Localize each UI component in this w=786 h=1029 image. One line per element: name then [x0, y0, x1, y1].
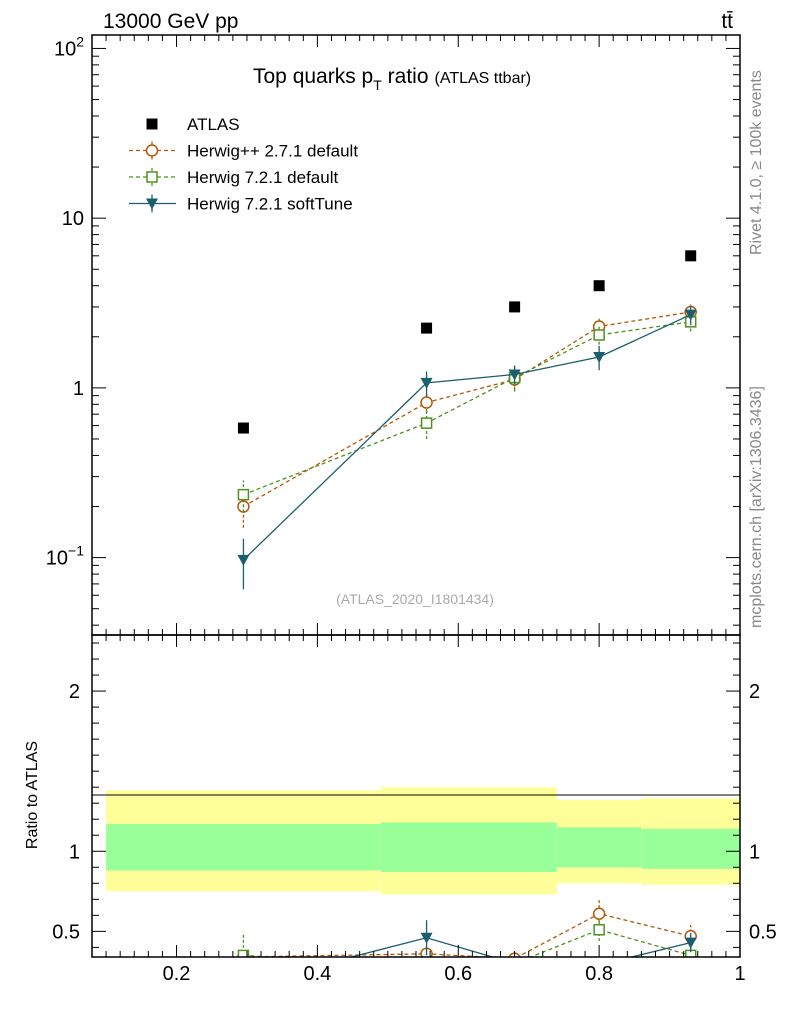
softtune-point: [684, 309, 697, 321]
ratio-herwig721-point: [422, 962, 432, 972]
data-point: [685, 250, 697, 262]
ratio-herwig721-point: [510, 958, 520, 968]
x-tick-label: 0.2: [163, 963, 191, 985]
analysis-watermark: (ATLAS_2020_I1801434): [336, 591, 494, 607]
ratio-y-tick-label-right: 1: [749, 841, 760, 863]
main-y-tick-label: 10−1: [46, 543, 84, 570]
legend-label-softtune: Herwig 7.2.1 softTune: [187, 195, 353, 214]
softtune-point: [593, 352, 606, 364]
legend-label-herwigpp: Herwig++ 2.7.1 default: [187, 142, 358, 161]
ratio-y-tick-label-left: 1: [69, 841, 80, 863]
main-y-tick-exponent: −1: [68, 543, 84, 559]
ratio-y-tick-label-right: 0.5: [749, 921, 777, 943]
mcplots-label: mcplots.cern.ch [arXiv:1306.3436]: [748, 386, 765, 628]
data-point: [421, 322, 433, 334]
herwig721-point: [420, 417, 433, 429]
x-tick-label: 0.8: [585, 963, 613, 985]
herwig721-point: [593, 329, 605, 341]
ratio-tick-labels: 0.5 0.51 12 20.2 0.4 0.6 0.8 1: [52, 681, 777, 985]
ratio-series-softtune: [237, 920, 697, 991]
chart-title: Top quarks pT ratio (ATLAS ttbar): [253, 65, 531, 93]
ratio-y-axis-label: Ratio to ATLAS: [24, 741, 41, 849]
data-point: [593, 280, 605, 292]
legend-item-softtune: Herwig 7.2.1 softTune: [129, 194, 353, 214]
legend-marker-herwigpp: [145, 144, 159, 157]
ratio-band-inner: [641, 828, 740, 869]
x-tick-label: 0.6: [444, 963, 472, 985]
ratio-axis-ticks: [91, 635, 741, 957]
chart-title-subscript: T: [373, 77, 382, 93]
ratio-softtune-line: [348, 937, 691, 957]
main-y-tick-label: 10: [62, 208, 84, 230]
data-point: [509, 301, 521, 313]
ratio-herwig721-point: [237, 949, 250, 957]
ratio-band-inner: [380, 822, 557, 873]
ratio-y-tick-label-left: 2: [69, 681, 80, 703]
process-label: tt̄: [721, 10, 733, 33]
herwig721-line: [243, 321, 691, 496]
ratio-herwigpp-line: [243, 913, 691, 957]
herwigpp-line: [243, 311, 691, 508]
series-herwig721: [237, 313, 697, 513]
chart-title-main: Top quarks p: [253, 65, 373, 88]
main-y-tick-base: 10: [54, 38, 76, 60]
main-series-layer: [237, 250, 697, 590]
legend-label-herwig721: Herwig 7.2.1 default: [187, 168, 338, 187]
ratio-softtune-point: [420, 932, 433, 944]
ratio-y-tick-label-right: 2: [749, 681, 760, 703]
ratio-band-inner: [106, 824, 381, 871]
softtune-line: [242, 314, 691, 561]
chart-title-suffix: ratio: [382, 65, 429, 88]
ratio-frame: [91, 634, 741, 958]
main-y-tick-label: 1: [73, 378, 84, 400]
ratio-y-tick-label-left: 0.5: [52, 921, 80, 943]
legend-marker-softtune: [146, 198, 158, 210]
legend: ATLAS Herwig++ 2.7.1 default Herwig 7.2.1 …: [129, 115, 358, 214]
herwigpp-point: [420, 396, 433, 409]
legend-marker-herwig721: [146, 171, 158, 183]
softtune-point: [508, 369, 521, 381]
ratio-softtune-point: [509, 958, 521, 969]
main-axis-ticks: [91, 35, 741, 635]
ratio-softtune-point: [237, 980, 249, 991]
ratio-uncertainty-bands: [106, 787, 740, 895]
x-tick-label: 0.4: [303, 963, 331, 985]
ratio-panel: 0.5 0.51 12 20.2 0.4 0.6 0.8 1 Ratio to ATLAS: [24, 634, 777, 991]
energy-label: 13000 GeV pp: [103, 10, 238, 33]
legend-item-data: ATLAS: [146, 115, 240, 134]
main-y-tick-exponent: 2: [76, 33, 84, 49]
ratio-series-layer: [237, 899, 697, 991]
data-point: [237, 422, 249, 434]
softtune-point: [420, 377, 433, 389]
softtune-point: [237, 554, 250, 566]
ratio-herwigpp-point: [592, 907, 606, 920]
legend-item-herwig721: Herwig 7.2.1 default: [129, 168, 338, 187]
ratio-band-inner: [556, 827, 642, 868]
rivet-label: Rivet 4.1.0, ≥ 100k events: [748, 70, 765, 255]
series-softtune: [237, 305, 697, 590]
chart-title-note: (ATLAS ttbar): [435, 70, 532, 87]
series-data: [237, 250, 697, 434]
series-herwigpp: [237, 304, 697, 528]
legend-marker-data: [146, 118, 158, 130]
legend-item-herwigpp: Herwig++ 2.7.1 default: [129, 141, 358, 161]
ratio-softtune-point: [684, 937, 697, 949]
x-tick-label: 1: [734, 963, 745, 985]
legend-label-data: ATLAS: [187, 115, 240, 134]
main-y-tick-base: 10: [46, 548, 68, 570]
ratio-herwig721-line: [243, 929, 691, 957]
main-y-tick-label: 102: [54, 33, 84, 60]
herwig721-point: [237, 488, 250, 501]
ratio-herwig721-point: [593, 924, 605, 936]
